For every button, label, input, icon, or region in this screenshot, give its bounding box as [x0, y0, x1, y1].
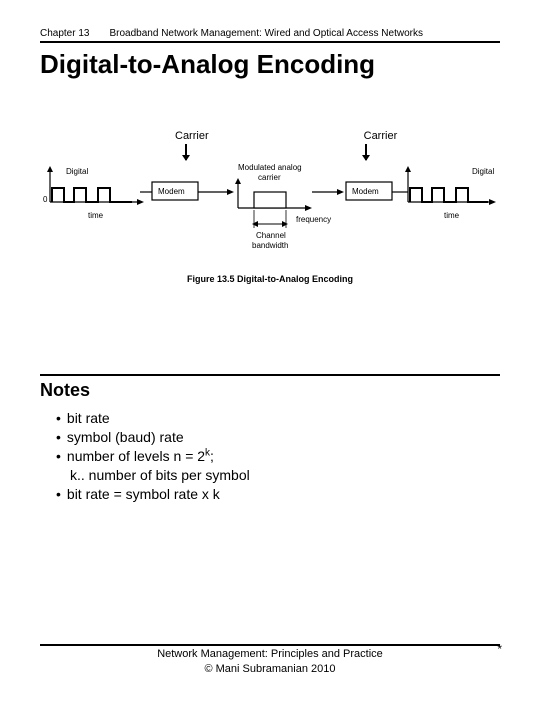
carrier-arrows [40, 144, 500, 160]
note-text: bit rate [67, 409, 110, 428]
center-bottom-2: bandwidth [252, 241, 288, 250]
bullet-icon: • [56, 409, 61, 428]
bullet-icon: • [56, 485, 61, 504]
notes-heading: Notes [40, 380, 500, 401]
center-label-2: carrier [258, 173, 281, 182]
carrier-label-2: Carrier [364, 130, 398, 142]
page-header: Chapter 13 Broadband Network Management:… [40, 28, 500, 43]
note-text: symbol (baud) rate [67, 428, 184, 447]
footer-rule [40, 644, 500, 646]
notes-rule [40, 374, 500, 376]
list-item: • number of levels n = 2k; [56, 447, 500, 466]
chapter-title: Broadband Network Management: Wired and … [109, 28, 422, 39]
note-prefix: number of levels n = 2 [67, 448, 205, 464]
left-x-label: time [88, 211, 104, 220]
right-signal-label: Digital [472, 167, 494, 176]
modem-left-label: Modem [158, 187, 185, 196]
center-x-label: frequency [296, 215, 331, 224]
note-text: bit rate = symbol rate x k [67, 485, 220, 504]
left-signal-label: Digital [66, 167, 88, 176]
arrow-down-icon [365, 144, 367, 160]
note-subline: k.. number of bits per symbol [56, 466, 500, 485]
modem-right-label: Modem [352, 187, 379, 196]
bullet-icon: • [56, 447, 61, 466]
list-item: • symbol (baud) rate [56, 428, 500, 447]
encoding-diagram: Digital 0 time Modem Modulated analog ca… [40, 162, 500, 272]
page-footer: Network Management: Principles and Pract… [0, 647, 540, 676]
chapter-label: Chapter 13 [40, 28, 89, 39]
list-item: • bit rate = symbol rate x k [56, 485, 500, 504]
center-bottom-1: Channel [256, 231, 286, 240]
figure-caption: Figure 13.5 Digital-to-Analog Encoding [40, 274, 500, 284]
left-axis-zero: 0 [43, 195, 48, 204]
note-text: number of levels n = 2k; [67, 447, 214, 466]
footer-line1: Network Management: Principles and Pract… [0, 647, 540, 661]
center-label-1: Modulated analog [238, 163, 302, 172]
arrow-down-icon [185, 144, 187, 160]
carrier-label-1: Carrier [175, 130, 209, 142]
list-item: • bit rate [56, 409, 500, 428]
note-suffix: ; [210, 448, 214, 464]
notes-list: • bit rate • symbol (baud) rate • number… [56, 409, 500, 503]
page-title: Digital-to-Analog Encoding [40, 49, 500, 80]
bullet-icon: • [56, 428, 61, 447]
carrier-labels: Carrier Carrier [40, 130, 500, 142]
right-x-label: time [444, 211, 460, 220]
footer-line2: © Mani Subramanian 2010 [0, 662, 540, 676]
